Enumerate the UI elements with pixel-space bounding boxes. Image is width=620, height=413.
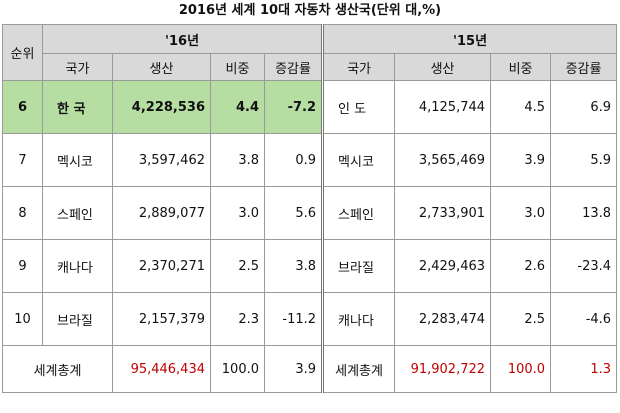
rank-cell: 7 — [2, 133, 43, 187]
production-2016-cell: 3,597,462 — [112, 133, 211, 187]
production-2015-cell: 3,565,469 — [394, 133, 492, 187]
country-2016-cell: 캐나다 — [42, 239, 113, 293]
total-label-2015: 세계총계 — [321, 345, 396, 393]
table-row: 6 한 국 4,228,536 4.4 -7.2 인 도 4,125,744 4… — [2, 80, 618, 134]
production-header-2015: 생산 — [394, 53, 492, 81]
total-production-2015: 91,902,722 — [394, 345, 492, 393]
country-2015-cell: 브라질 — [321, 239, 396, 293]
total-growth-2016: 3.9 — [263, 345, 324, 393]
country-2016-cell: 스페인 — [42, 186, 113, 240]
growth-header-2015: 증감률 — [550, 53, 618, 81]
share-header-2015: 비중 — [490, 53, 552, 81]
growth-2016-cell: -11.2 — [263, 292, 324, 346]
total-share-2015: 100.0 — [490, 345, 552, 393]
share-2015-cell: 3.0 — [490, 186, 552, 240]
share-2016-cell: 2.5 — [210, 239, 265, 293]
production-2015-cell: 2,283,474 — [394, 292, 492, 346]
country-2016-cell: 한 국 — [42, 80, 113, 134]
share-2015-cell: 3.9 — [490, 133, 552, 187]
rank-header: 순위 — [2, 24, 43, 81]
country-header-2016: 국가 — [42, 53, 113, 81]
country-2016-cell: 멕시코 — [42, 133, 113, 187]
total-row: 세계총계 95,446,434 100.0 3.9 세계총계 91,902,72… — [2, 345, 618, 393]
year-2015-header: '15년 — [321, 24, 618, 54]
rank-cell: 6 — [2, 80, 43, 134]
country-header-2015: 국가 — [321, 53, 396, 81]
table-row: 9 캐나다 2,370,271 2.5 3.8 브라질 2,429,463 2.… — [2, 239, 618, 293]
rank-cell: 8 — [2, 186, 43, 240]
production-header-2016: 생산 — [112, 53, 211, 81]
share-2016-cell: 3.8 — [210, 133, 265, 187]
production-2016-cell: 4,228,536 — [112, 80, 211, 134]
production-2015-cell: 2,429,463 — [394, 239, 492, 293]
share-2016-cell: 2.3 — [210, 292, 265, 346]
share-2015-cell: 2.5 — [490, 292, 552, 346]
year-2016-header: '16년 — [41, 24, 324, 54]
total-production-2016: 95,446,434 — [112, 345, 211, 393]
share-header-2016: 비중 — [210, 53, 265, 81]
total-label-2016: 세계총계 — [2, 345, 113, 393]
country-2015-cell: 인 도 — [321, 80, 396, 134]
rank-cell: 9 — [2, 239, 43, 293]
growth-2016-cell: 5.6 — [263, 186, 324, 240]
production-2016-cell: 2,889,077 — [112, 186, 211, 240]
table-row: 10 브라질 2,157,379 2.3 -11.2 캐나다 2,283,474… — [2, 292, 618, 346]
table-title: 2016년 세계 10대 자동차 생산국(단위 대,%) — [178, 3, 442, 18]
production-2016-cell: 2,157,379 — [112, 292, 211, 346]
growth-2015-cell: -23.4 — [550, 239, 618, 293]
growth-2015-cell: 6.9 — [550, 80, 618, 134]
country-2015-cell: 캐나다 — [321, 292, 396, 346]
country-2015-cell: 멕시코 — [321, 133, 396, 187]
growth-2016-cell: 0.9 — [263, 133, 324, 187]
production-table: 순위 '16년 '15년 국가 생산 비중 증감률 국가 생산 비중 증감률 6… — [2, 24, 618, 393]
growth-2015-cell: 13.8 — [550, 186, 618, 240]
rank-cell: 10 — [2, 292, 43, 346]
growth-2016-cell: 3.8 — [263, 239, 324, 293]
total-growth-2015: 1.3 — [550, 345, 618, 393]
share-2016-cell: 3.0 — [210, 186, 265, 240]
country-2015-cell: 스페인 — [321, 186, 396, 240]
table-row: 8 스페인 2,889,077 3.0 5.6 스페인 2,733,901 3.… — [2, 186, 618, 240]
total-share-2016: 100.0 — [210, 345, 265, 393]
growth-header-2016: 증감률 — [263, 53, 324, 81]
share-2015-cell: 4.5 — [490, 80, 552, 134]
production-2016-cell: 2,370,271 — [112, 239, 211, 293]
share-2016-cell: 4.4 — [210, 80, 265, 134]
growth-2016-cell: -7.2 — [263, 80, 324, 134]
share-2015-cell: 2.6 — [490, 239, 552, 293]
growth-2015-cell: -4.6 — [550, 292, 618, 346]
production-2015-cell: 4,125,744 — [394, 80, 492, 134]
growth-2015-cell: 5.9 — [550, 133, 618, 187]
production-2015-cell: 2,733,901 — [394, 186, 492, 240]
table-row: 7 멕시코 3,597,462 3.8 0.9 멕시코 3,565,469 3.… — [2, 133, 618, 187]
country-2016-cell: 브라질 — [42, 292, 113, 346]
